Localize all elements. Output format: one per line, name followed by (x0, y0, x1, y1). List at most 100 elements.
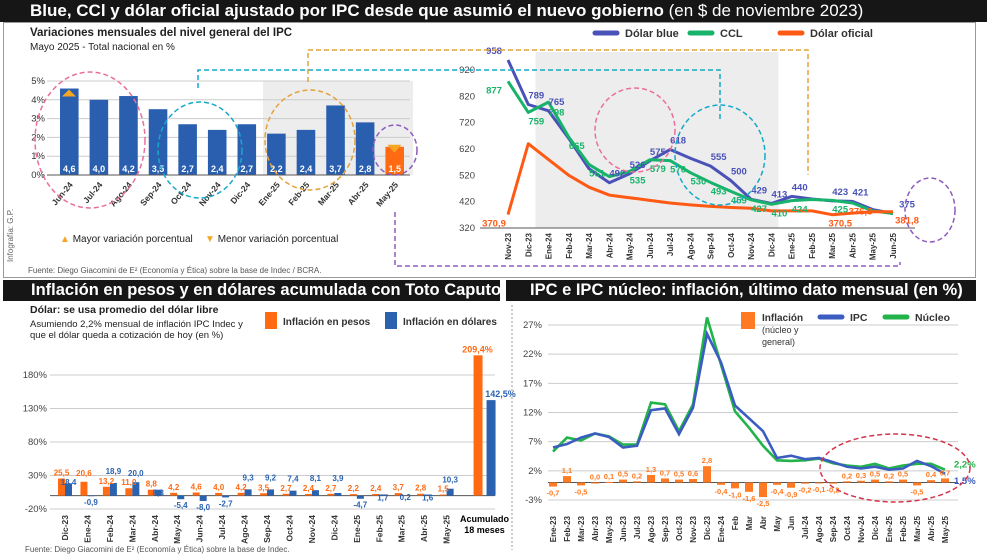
bottom-right-title: IPC e IPC núcleo: inflación, último dato… (506, 280, 976, 301)
top-panel (3, 22, 976, 278)
point-label: 427 (751, 204, 767, 215)
bar (439, 494, 447, 496)
bar (619, 479, 627, 483)
x-tick-label: Oct-24 (727, 232, 736, 257)
highlight-circle (674, 104, 766, 206)
chart3-title: Dólar: se usa promedio del dólar libre (30, 304, 219, 316)
bar-value-label: -0,9 (84, 498, 98, 507)
bar-value-label: 0,5 (898, 470, 908, 479)
bar (829, 482, 837, 484)
x-tick-label: Jul-24 (217, 515, 227, 540)
bar-value-label: 4,2 (236, 483, 248, 492)
bar-value-label: 2,7 (325, 484, 337, 493)
x-tick-label: Jun-24 (646, 232, 655, 258)
bar-value-label: -0,2 (799, 486, 812, 495)
x-tick-label: Mar-24 (127, 515, 137, 543)
bar-value-label: 1,5 (438, 485, 450, 494)
bar-value-label: 2,7 (181, 164, 194, 174)
bar-value-label: 0,4 (926, 470, 937, 479)
bar (843, 481, 851, 483)
bar (661, 478, 669, 483)
connector-line (394, 212, 901, 267)
highlight-circle (264, 89, 356, 191)
bar (349, 494, 357, 496)
y-tick-label: 80% (28, 437, 48, 448)
x-tick-label: 18 meses (464, 525, 505, 535)
legend-label: Dólar blue (625, 28, 679, 40)
bar (148, 109, 168, 175)
bar-value-label: 0,2 (884, 471, 894, 480)
legend-swatch (741, 312, 755, 329)
y-tick-label: 22% (523, 349, 543, 360)
bar-value-label: 3,7 (329, 164, 342, 174)
bar (80, 481, 88, 496)
point-label: 579 (650, 164, 666, 175)
bar (745, 482, 753, 492)
bar-value-label: -1,6 (743, 494, 756, 503)
x-tick-label: Abr-25 (346, 180, 371, 207)
point-label: 421 (853, 187, 870, 198)
bar-value-label: -0,7 (547, 489, 560, 498)
bar-value-label: 0,7 (940, 468, 950, 477)
bar-value-label: 0,2 (400, 493, 412, 502)
point-label: 370,5 (828, 219, 852, 230)
bar-value-label: -0,1 (813, 485, 826, 494)
x-tick-label: May-24 (172, 515, 182, 544)
bar-value-label: 3,9 (332, 474, 344, 483)
y-tick-label: 5% (31, 76, 45, 87)
bar-value-label: -4,7 (353, 501, 367, 510)
bar (311, 490, 319, 496)
bar (237, 492, 245, 496)
bar-value-label: 4,2 (122, 164, 135, 174)
x-tick-label: Abr-25 (419, 515, 429, 542)
bar-value-label: 18,9 (106, 467, 122, 476)
x-tick-label: Nov-24 (857, 515, 866, 542)
bar (327, 493, 335, 496)
y-tick-label: 320 (459, 223, 475, 234)
x-tick-label: Ene-25 (352, 515, 362, 543)
bar (563, 476, 571, 483)
legend-label: (núcleo y (762, 325, 799, 335)
bar (913, 482, 921, 486)
x-tick-label: Abr-25 (848, 232, 857, 258)
bar (326, 105, 345, 175)
x-tick-label: Nov-24 (307, 515, 317, 544)
bar-value-label: 3,5 (258, 483, 270, 492)
bar-value-label: 1,6 (422, 494, 434, 503)
x-tick-label: Jul-24 (801, 515, 810, 539)
bar (87, 495, 95, 497)
point-label: 429 (751, 185, 767, 196)
x-tick-label: Acumulado (460, 514, 510, 524)
bar (177, 495, 185, 500)
bar (260, 493, 268, 496)
x-tick-label: Dic-24 (767, 232, 776, 257)
bar-value-label: -5,4 (174, 501, 188, 510)
bar-value-label: 1,5 (388, 164, 401, 174)
connector-line (307, 49, 809, 175)
highlight-circle (904, 177, 956, 243)
bar (689, 479, 697, 483)
bar (633, 481, 641, 483)
legend-swatch (385, 312, 397, 329)
legend-label: Mayor variación porcentual (72, 234, 193, 245)
y-tick-label: 420 (459, 197, 475, 208)
bar-value-label: 2,4 (370, 484, 382, 493)
bar-value-label: -0,5 (575, 487, 588, 496)
bar (192, 492, 200, 496)
x-tick-label: Ago-24 (815, 515, 824, 543)
x-tick-label: Dic-23 (524, 232, 533, 257)
x-tick-label: Mar-25 (397, 515, 407, 543)
legend-label: IPC (850, 312, 868, 324)
y-tick-label: 520 (459, 170, 475, 181)
point-label: 375 (899, 200, 916, 211)
bar-value-label: 0,6 (688, 469, 698, 478)
bar-value-label: 8,8 (146, 480, 158, 489)
bar-value-label: -2,7 (219, 499, 233, 508)
chart1-subtitle: Mayo 2025 - Total nacional en % (30, 42, 175, 53)
bar (282, 493, 290, 496)
point-label: 424 (792, 205, 809, 216)
title-note: (en $ de noviembre 2023) (668, 1, 864, 20)
legend-max: ▲ Mayor variación porcentual (60, 234, 193, 245)
x-tick-label: Sep-24 (262, 515, 272, 543)
series-line-núcleo (552, 317, 946, 471)
